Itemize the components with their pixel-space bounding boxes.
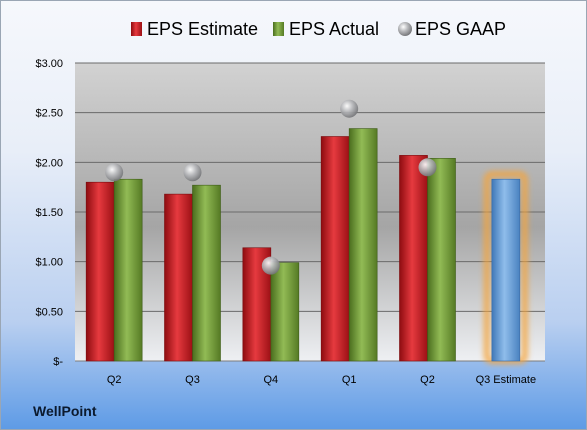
marker-eps-gaap (418, 158, 437, 177)
y-tick-label: $0.50 (35, 306, 63, 318)
bar-q3-estimate (491, 178, 521, 362)
legend-label: EPS GAAP (415, 19, 506, 39)
y-tick-label: $- (53, 356, 63, 368)
x-tick-label: Q3 Estimate (476, 374, 537, 386)
x-tick-label: Q2 (107, 374, 122, 386)
gridlines (75, 62, 545, 362)
y-tick-label: $1.00 (35, 257, 63, 269)
marker-eps-gaap (261, 256, 280, 275)
x-axis-tick-labels: Q2 Q3 Q4 Q1 Q2 Q3 Estimate (107, 374, 536, 386)
legend-swatch (131, 22, 142, 36)
x-tick-label: Q4 (263, 374, 278, 386)
bar-eps-estimate (164, 193, 193, 362)
marker-eps-gaap (105, 163, 124, 182)
legend-swatch (398, 22, 412, 36)
x-tick-label: Q1 (342, 374, 357, 386)
legend: EPS Estimate EPS Actual EPS GAAP (131, 19, 506, 39)
marker-eps-gaap (183, 163, 202, 182)
bar-eps-estimate (399, 155, 428, 362)
x-tick-label: Q3 (185, 374, 200, 386)
y-tick-label: $2.00 (35, 157, 63, 169)
legend-label: EPS Estimate (147, 19, 258, 39)
company-label: WellPoint (33, 403, 97, 419)
bars (85, 99, 528, 364)
bar-eps-estimate (320, 136, 350, 362)
bar-eps-actual (113, 178, 143, 362)
legend-label: EPS Actual (289, 19, 379, 39)
y-tick-label: $3.00 (35, 58, 63, 70)
bar-eps-actual (427, 158, 456, 362)
y-tick-label: $1.50 (35, 207, 63, 219)
bar-eps-estimate (85, 181, 115, 362)
legend-swatch (273, 22, 284, 36)
marker-eps-gaap (340, 99, 359, 118)
y-axis-tick-labels: $3.00 $2.50 $2.00 $1.50 $1.00 $0.50 $- (35, 58, 63, 368)
x-tick-label: Q2 (420, 374, 435, 386)
y-tick-label: $2.50 (35, 108, 63, 120)
bar-eps-actual (348, 128, 378, 362)
bar-eps-actual (192, 184, 221, 362)
bar-eps-actual (270, 262, 300, 362)
